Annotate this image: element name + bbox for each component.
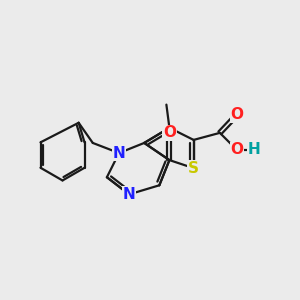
Text: O: O [230, 142, 244, 158]
Text: O: O [163, 125, 176, 140]
Text: O: O [230, 107, 244, 122]
Text: N: N [123, 187, 136, 202]
Text: H: H [248, 142, 260, 158]
Text: N: N [112, 146, 125, 160]
Text: S: S [188, 161, 199, 176]
